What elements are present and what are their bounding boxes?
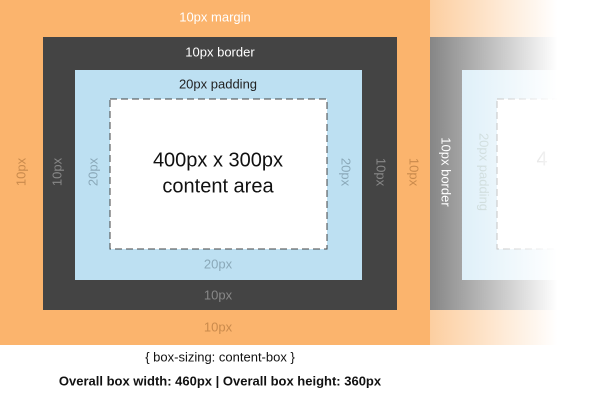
box-sizing-rule: { box-sizing: content-box }	[145, 349, 295, 364]
margin-left-label: 10px	[13, 157, 28, 186]
padding-right-label: 20px	[339, 158, 354, 187]
border-bottom-label: 10px	[204, 287, 233, 302]
content-area	[109, 98, 328, 250]
padding-bottom-label: 20px	[204, 256, 233, 271]
overall-size-summary: Overall box width: 460px | Overall box h…	[59, 373, 382, 388]
margin-bottom-label: 10px	[204, 319, 233, 334]
faded-box: 10px border 20px padding 4	[430, 0, 600, 345]
content-line-1: 400px x 300px	[153, 149, 283, 171]
padding-top-label: 20px padding	[179, 76, 257, 91]
fade-overlay	[430, 0, 600, 345]
content-line-2: content area	[162, 175, 274, 197]
border-left-label: 10px	[49, 157, 64, 186]
border-top-label: 10px border	[185, 44, 255, 59]
border-right-label: 10px	[374, 158, 389, 187]
margin-top-label: 10px margin	[179, 9, 251, 24]
margin-right-label: 10px	[407, 158, 422, 187]
padding-left-label: 20px	[85, 157, 100, 186]
